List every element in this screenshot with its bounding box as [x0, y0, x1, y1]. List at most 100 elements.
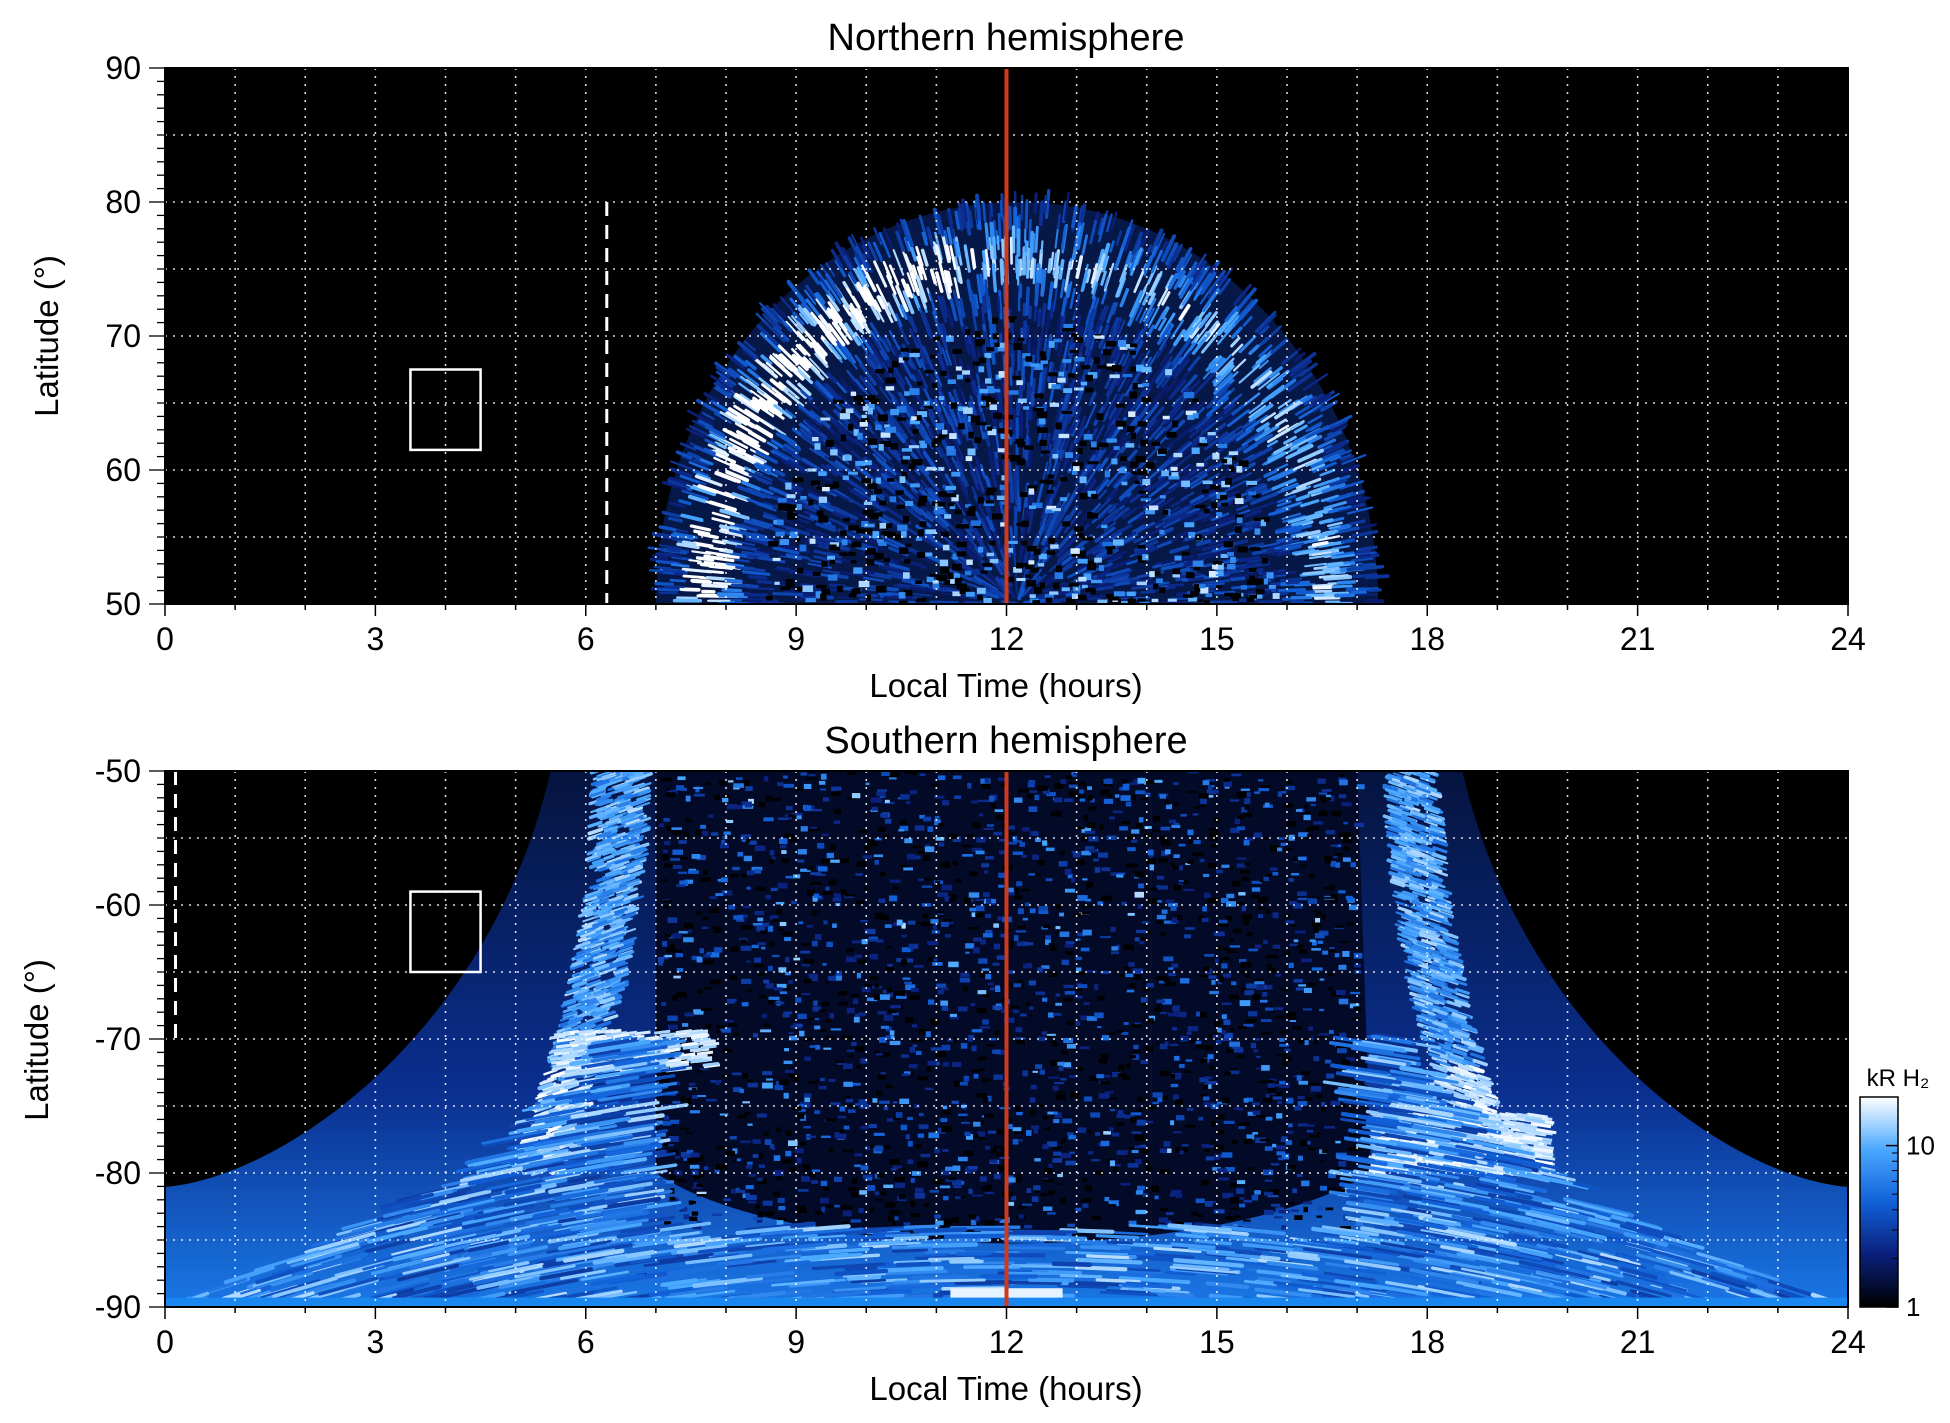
north-emission-streak [990, 467, 998, 489]
south-emission-fleck [845, 1098, 854, 1103]
south-emission-fleck [813, 1000, 818, 1006]
north-emission-fleck [820, 593, 827, 601]
north-emission-fleck [862, 509, 874, 515]
south-emission-fleck [1238, 1126, 1246, 1130]
north-emission-streak [1170, 496, 1189, 508]
south-emission-fleck [812, 1006, 822, 1012]
south-emission-fleck [918, 878, 930, 881]
north-emission-fleck [1192, 560, 1204, 567]
north-emission-streak [1108, 393, 1122, 414]
south-emission-fleck [1294, 1105, 1302, 1111]
north-emission-streak [971, 380, 979, 396]
north-emission-fleck [1016, 522, 1024, 527]
north-emission-fleck [1084, 573, 1092, 581]
south-emission-fleck [969, 907, 977, 912]
south-emission-fleck [843, 1063, 852, 1070]
south-emission-fleck [1012, 1009, 1019, 1014]
north-emission-fleck [1112, 539, 1124, 546]
south-emission-fleck [955, 1196, 961, 1200]
south-emission-fleck [976, 837, 986, 843]
north-emission-streak [1246, 509, 1260, 517]
south-emission-fleck [1154, 1195, 1159, 1200]
south-emission-fleck [1024, 902, 1030, 907]
north-emission-streak [947, 211, 955, 239]
north-emission-streak [858, 362, 877, 386]
south-emission-fleck [1077, 895, 1088, 901]
north-emission-streak [740, 375, 765, 395]
north-emission-streak [1323, 551, 1345, 557]
north-emission-fleck [829, 542, 840, 547]
south-emission-fleck [833, 893, 842, 900]
north-emission-streak [919, 450, 933, 468]
north-emission-streak [1356, 545, 1378, 552]
north-emission-fleck [1053, 582, 1060, 590]
north-emission-streak [1206, 388, 1228, 409]
north-emission-fleck [1272, 593, 1280, 599]
north-emission-streak [1165, 377, 1178, 393]
north-emission-streak [1106, 316, 1119, 343]
north-emission-streak [888, 264, 900, 286]
south-emission-fleck [1094, 1012, 1104, 1019]
north-emission-fleck [1130, 366, 1136, 372]
north-emission-streak [814, 349, 828, 365]
south-emission-fleck [1216, 1101, 1228, 1105]
south-emission-fleck [701, 831, 709, 834]
north-emission-streak [727, 407, 750, 423]
north-emission-streak [1156, 374, 1167, 389]
north-emission-fleck [938, 396, 945, 400]
north-emission-streak [782, 446, 800, 458]
south-emission-fleck [1046, 792, 1056, 797]
south-emission-fleck [1121, 901, 1127, 906]
south-emission-fleck [693, 1175, 701, 1180]
north-emission-streak [1235, 287, 1257, 312]
south-emission-fleck [876, 939, 884, 943]
north-emission-streak [1178, 385, 1191, 398]
north-emission-streak [1275, 524, 1297, 532]
north-emission-fleck [975, 343, 983, 347]
north-emission-streak [1254, 542, 1280, 550]
north-emission-streak [807, 562, 833, 569]
north-emission-fleck [1087, 490, 1096, 497]
south-emission-fleck [965, 951, 970, 954]
north-emission-streak [756, 548, 786, 557]
south-emission-fleck [914, 825, 925, 831]
north-emission-streak [802, 307, 818, 326]
north-emission-streak [917, 369, 929, 389]
north-emission-streak [1169, 402, 1182, 415]
north-emission-fleck [978, 366, 985, 373]
north-emission-fleck [957, 406, 969, 412]
north-emission-fleck [1057, 377, 1066, 383]
north-emission-fleck [1248, 567, 1257, 573]
south-emission-fleck [1082, 911, 1090, 915]
south-emission-fleck [1087, 795, 1093, 801]
south-emission-fleck [1277, 1100, 1282, 1105]
north-emission-streak [803, 289, 817, 305]
north-emission-streak [858, 598, 884, 602]
north-emission-fleck [830, 449, 838, 456]
north-emission-fleck [880, 432, 891, 438]
south-emission-fleck [723, 831, 731, 835]
north-emission-streak [930, 458, 948, 484]
north-emission-streak [959, 203, 967, 229]
north-emission-streak [694, 474, 723, 487]
north-emission-streak [759, 398, 781, 415]
south-emission-fleck [1245, 974, 1251, 978]
north-emission-streak [1059, 393, 1070, 421]
north-emission-fleck [1085, 374, 1094, 382]
north-emission-streak [1037, 312, 1041, 325]
south-emission-fleck [891, 1012, 899, 1016]
north-emission-fleck [974, 439, 981, 444]
north-emission-streak [688, 461, 710, 471]
north-emission-fleck [1201, 439, 1208, 444]
north-emission-streak [1154, 342, 1167, 359]
north-emission-fleck [866, 594, 872, 602]
north-emission-streak [1238, 364, 1261, 384]
south-emission-fleck [1064, 991, 1076, 995]
north-emission-fleck [1097, 599, 1108, 604]
north-emission-streak [1308, 554, 1331, 560]
north-emission-streak [921, 311, 934, 339]
north-emission-fleck [864, 395, 876, 400]
north-emission-fleck [1199, 584, 1206, 589]
south-emission-fleck [1267, 1088, 1276, 1093]
north-emission-streak [1095, 585, 1114, 591]
